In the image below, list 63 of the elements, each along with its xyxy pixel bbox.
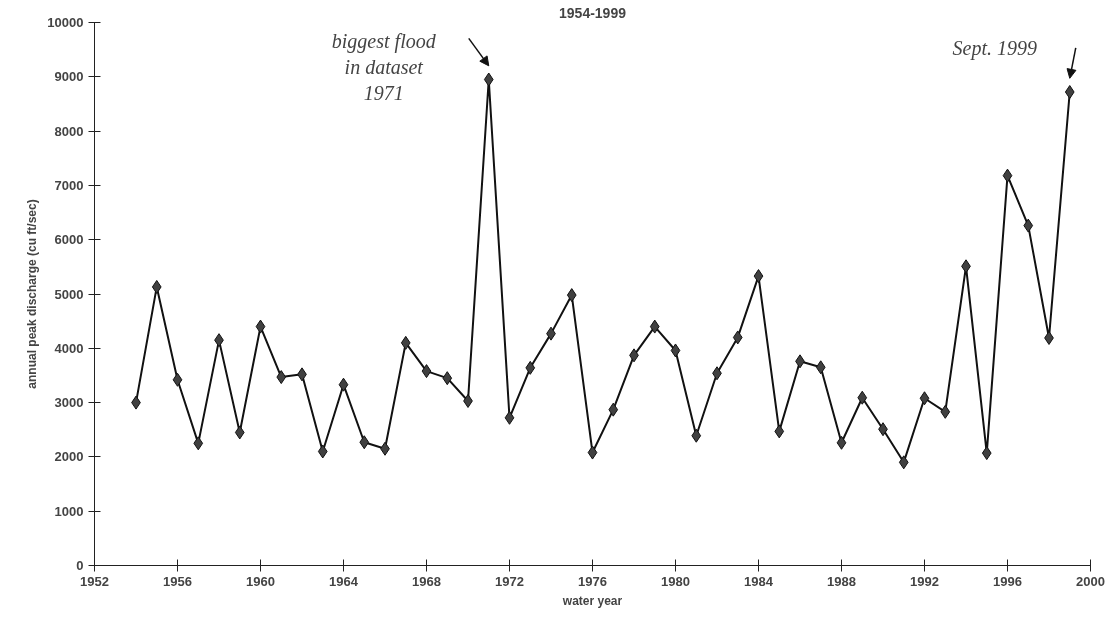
- point: [732, 330, 743, 345]
- annotation: biggest flood in dataset 1971: [331, 29, 437, 105]
- x-tick-label: 1960: [246, 573, 275, 589]
- y-tick-label: 9000: [54, 69, 84, 85]
- chart-title: 1954-1999: [559, 4, 627, 21]
- x-tick-label: 1956: [163, 573, 192, 589]
- x-tick-label: 1988: [827, 573, 856, 589]
- y-tick-label: 1000: [54, 503, 84, 519]
- annotation: Sept. 1999: [952, 37, 1037, 60]
- point: [317, 444, 328, 459]
- point: [338, 377, 349, 392]
- point: [857, 390, 868, 405]
- x-tick-label: 1964: [329, 573, 359, 589]
- point: [172, 372, 183, 387]
- y-tick-label: 7000: [54, 177, 84, 193]
- point: [193, 436, 204, 451]
- x-tick-label: 2000: [1076, 573, 1105, 589]
- point: [774, 424, 785, 439]
- point: [753, 269, 764, 284]
- point: [1023, 218, 1034, 233]
- y-tick-label: 10000: [47, 15, 84, 30]
- y-axis-title: annual peak discharge (cu ft/sec): [25, 199, 40, 389]
- point: [649, 319, 660, 334]
- point: [1064, 85, 1075, 99]
- point: [525, 360, 536, 375]
- point: [587, 445, 598, 460]
- point: [276, 370, 287, 385]
- y-tick-label: 6000: [54, 232, 84, 248]
- point: [442, 371, 453, 386]
- x-tick-label: 1996: [993, 573, 1022, 589]
- x-tick-label: 1980: [661, 573, 690, 589]
- point: [815, 360, 826, 375]
- point: [940, 404, 951, 419]
- point: [691, 428, 702, 443]
- point: [400, 335, 411, 350]
- point: [483, 72, 494, 87]
- x-tick-label: 1968: [412, 573, 441, 589]
- point: [255, 319, 266, 334]
- point: [566, 288, 577, 303]
- y-tick-label: 4000: [54, 340, 84, 356]
- point: [504, 410, 515, 425]
- point: [1002, 168, 1013, 183]
- point: [421, 364, 432, 379]
- y-tick-label: 3000: [54, 395, 84, 411]
- y-tick-label: 0: [76, 558, 84, 573]
- y-tick-label: 2000: [54, 449, 84, 465]
- x-tick-label: 1972: [495, 573, 524, 589]
- x-tick-label: 1952: [80, 573, 109, 589]
- point: [359, 435, 370, 450]
- x-tick-label: 1976: [578, 573, 607, 589]
- y-tick-label: 5000: [54, 286, 84, 302]
- x-tick-label: 1992: [910, 573, 939, 589]
- point: [836, 435, 847, 450]
- x-axis-title: water year: [561, 593, 623, 608]
- point: [898, 455, 909, 470]
- point: [919, 391, 930, 406]
- point: [151, 279, 162, 294]
- point: [670, 343, 681, 358]
- x-tick-label: 1984: [744, 573, 774, 589]
- point: [608, 402, 619, 417]
- point: [234, 425, 245, 440]
- y-tick-label: 8000: [54, 123, 84, 139]
- point: [981, 446, 992, 461]
